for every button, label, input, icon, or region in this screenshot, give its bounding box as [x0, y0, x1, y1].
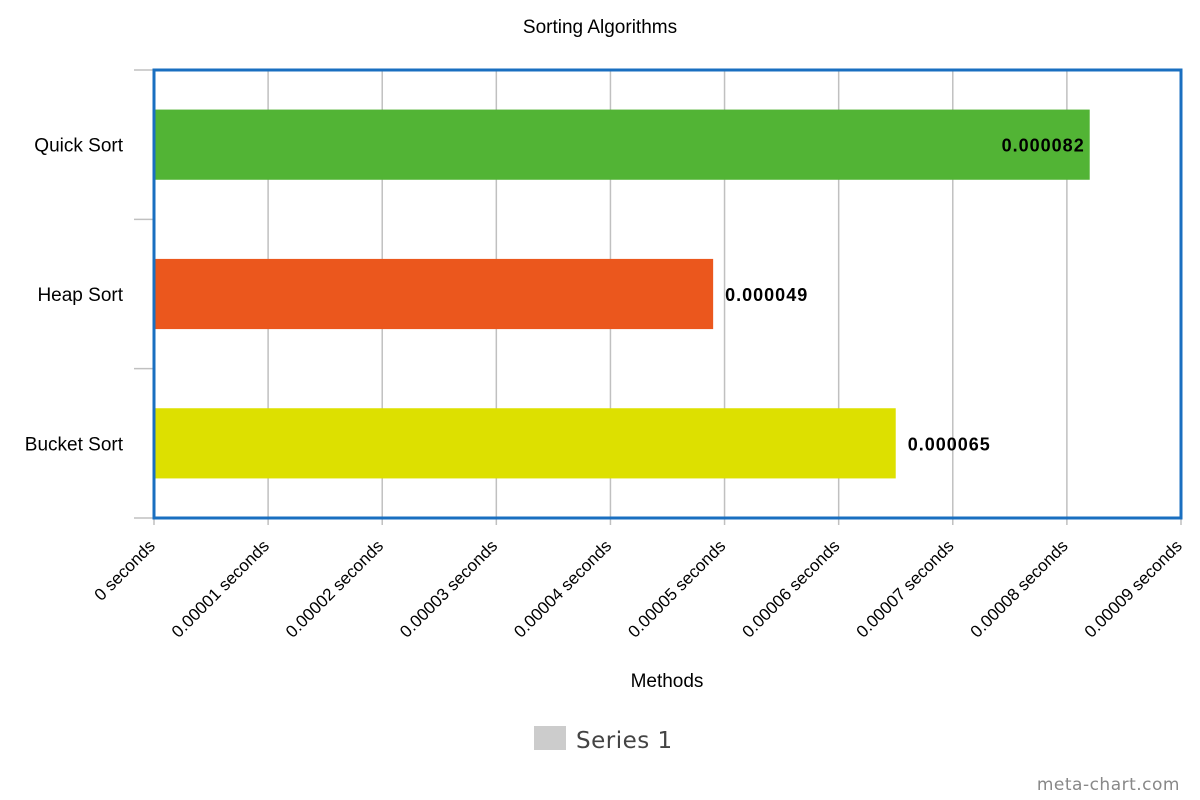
bar[interactable] [154, 109, 1090, 180]
data-label: 0.000082 [1002, 136, 1085, 156]
x-tick-label: 0.00009 seconds [1081, 536, 1186, 641]
chart-title: Sorting Algorithms [523, 17, 677, 38]
x-tick-labels: 0 seconds 0.00001 seconds 0.00002 seconds 0… [91, 536, 1186, 641]
legend-label: Series 1 [576, 728, 673, 754]
x-tick-label: 0.00003 seconds [396, 536, 501, 641]
x-tick-label: 0.00007 seconds [853, 536, 958, 641]
x-tick-label: 0.00002 seconds [282, 536, 387, 641]
bar[interactable] [154, 258, 714, 330]
watermark[interactable]: meta-chart.com [1037, 775, 1180, 795]
legend[interactable]: Series 1 [534, 726, 673, 754]
x-tick-label: 0.00006 seconds [738, 536, 843, 641]
category-label: Bucket Sort [25, 434, 124, 455]
plot-frame-border [152, 68, 1183, 520]
data-label: 0.000065 [908, 434, 991, 454]
x-tick-label: 0.00008 seconds [967, 536, 1072, 641]
bars [154, 109, 1090, 479]
category-label: Heap Sort [37, 285, 123, 306]
x-tick-label: 0 seconds [91, 536, 159, 604]
legend-swatch [534, 726, 566, 750]
bar[interactable] [154, 408, 896, 479]
x-tick-label: 0.00004 seconds [510, 536, 615, 641]
x-tick-label: 0.00005 seconds [624, 536, 729, 641]
category-label: Quick Sort [34, 136, 123, 157]
data-labels: 0.000082 0.000049 0.000065 [725, 136, 1085, 455]
category-labels: Quick Sort Heap Sort Bucket Sort [25, 136, 124, 456]
plot-frame [152, 68, 1183, 520]
data-label: 0.000049 [725, 285, 808, 305]
x-axis-title: Methods [631, 671, 704, 692]
x-tick-label: 0.00001 seconds [168, 536, 273, 641]
